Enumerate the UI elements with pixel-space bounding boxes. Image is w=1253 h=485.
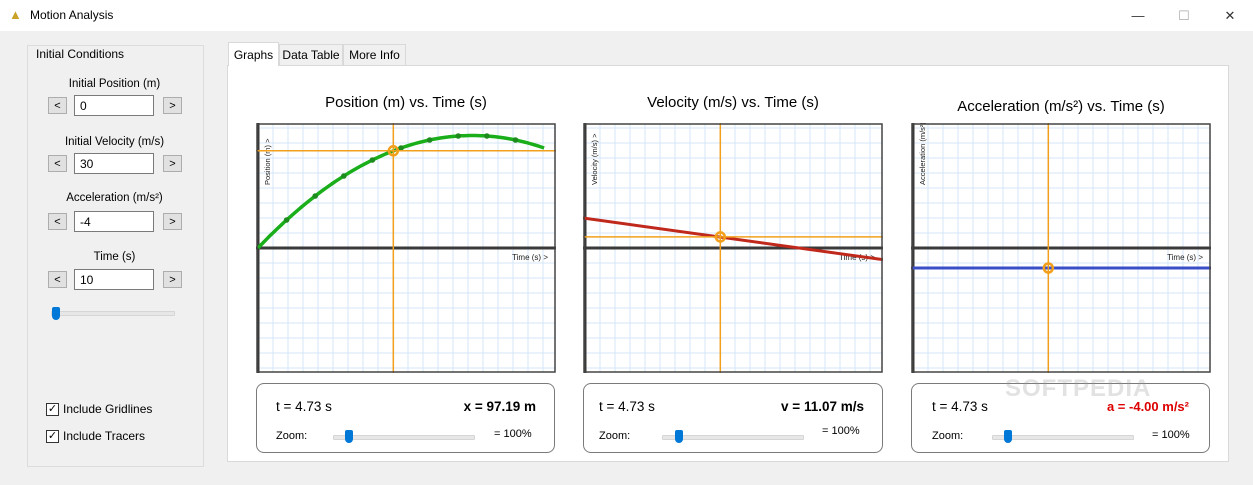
- acceleration-value-readout: a = -4.00 m/s²: [1106, 399, 1189, 414]
- position-graph-title: Position (m) vs. Time (s): [325, 94, 487, 111]
- maximize-button[interactable]: ☐: [1178, 7, 1190, 23]
- zoom-percent: = 100%: [494, 428, 532, 440]
- initial-velocity-decrement-button[interactable]: <: [48, 155, 67, 172]
- initial-position-label: Initial Position (m): [68, 78, 161, 90]
- zoom-percent: = 100%: [822, 425, 860, 437]
- tab-data-table[interactable]: Data Table: [279, 44, 343, 65]
- tracer-point: [312, 193, 319, 199]
- tracer-point: [369, 157, 376, 163]
- acceleration-zoom-slider-track[interactable]: [992, 435, 1134, 440]
- y-axis-label: Acceleration (m/s²) >: [918, 123, 927, 185]
- time-readout: t = 4.73 s: [599, 399, 655, 414]
- close-button[interactable]: ✕: [1224, 7, 1236, 23]
- velocity-zoom-slider-track[interactable]: [662, 435, 804, 440]
- acceleration-input[interactable]: [74, 211, 154, 232]
- time-decrement-button[interactable]: <: [48, 271, 67, 288]
- velocity-readout: t = 4.73 s v = 11.07 m/s Zoom: = 100%: [583, 383, 883, 453]
- tracer-point: [455, 133, 462, 139]
- initial-conditions-panel: [27, 45, 204, 467]
- time-readout: t = 4.73 s: [932, 399, 988, 414]
- time-slider-thumb[interactable]: [52, 307, 60, 320]
- initial-position-increment-button[interactable]: >: [163, 97, 182, 114]
- position-zoom-slider-track[interactable]: [333, 435, 475, 440]
- tab-more-info[interactable]: More Info: [343, 44, 406, 65]
- zoom-label: Zoom:: [599, 430, 631, 442]
- y-axis-label: Velocity (m/s) >: [590, 133, 599, 185]
- tracer-point: [512, 137, 519, 143]
- cursor-point: [387, 145, 400, 157]
- position-graph[interactable]: Position (m) > Time (s) >: [256, 123, 556, 373]
- include-tracers-label: Include Tracers: [63, 429, 146, 443]
- time-readout: t = 4.73 s: [276, 399, 332, 414]
- velocity-graph-title: Velocity (m/s) vs. Time (s): [647, 94, 819, 111]
- initial-velocity-increment-button[interactable]: >: [163, 155, 182, 172]
- include-gridlines-label: Include Gridlines: [63, 402, 153, 416]
- cursor-point: [714, 231, 727, 243]
- softpedia-watermark: SOFTPEDIA: [1005, 375, 1152, 402]
- acceleration-label: Acceleration (m/s²): [66, 192, 163, 204]
- acceleration-graph-title: Acceleration (m/s²) vs. Time (s): [957, 98, 1165, 115]
- include-tracers-checkbox[interactable]: ✓ Include Tracers: [46, 429, 145, 443]
- x-axis-label: Time (s) >: [1167, 253, 1203, 262]
- time-increment-button[interactable]: >: [163, 271, 182, 288]
- initial-velocity-label: Initial Velocity (m/s): [64, 136, 165, 148]
- initial-position-decrement-button[interactable]: <: [48, 97, 67, 114]
- title-bar: ▲ Motion Analysis — ☐ ✕: [0, 0, 1253, 31]
- tracers-check-icon[interactable]: ✓: [46, 429, 59, 443]
- zoom-percent: = 100%: [1152, 429, 1190, 441]
- tab-graphs[interactable]: Graphs: [228, 42, 279, 66]
- initial-velocity-input[interactable]: [74, 153, 154, 174]
- cursor-point: [1042, 262, 1055, 274]
- minimize-button[interactable]: —: [1131, 8, 1145, 23]
- acceleration-decrement-button[interactable]: <: [48, 213, 67, 230]
- velocity-line: [583, 216, 883, 262]
- include-gridlines-checkbox[interactable]: ✓ Include Gridlines: [46, 402, 152, 416]
- acceleration-zoom-slider-thumb[interactable]: [1004, 430, 1012, 443]
- graph-frame: [256, 123, 556, 373]
- position-zoom-slider-thumb[interactable]: [345, 430, 353, 443]
- velocity-zoom-slider-thumb[interactable]: [675, 430, 683, 443]
- acceleration-graph[interactable]: Acceleration (m/s²) > Time (s) >: [911, 123, 1211, 373]
- graph-frame: [583, 123, 883, 373]
- velocity-graph[interactable]: Velocity (m/s) > Time (s) >: [583, 123, 883, 373]
- tracer-point: [398, 145, 404, 151]
- acceleration-readout: t = 4.73 s a = -4.00 m/s² Zoom: = 100%: [911, 383, 1210, 453]
- position-curve: [256, 133, 545, 250]
- velocity-value-readout: v = 11.07 m/s: [781, 399, 864, 414]
- zoom-label: Zoom:: [932, 430, 964, 442]
- acceleration-increment-button[interactable]: >: [163, 213, 182, 230]
- tracer-point: [341, 173, 347, 179]
- zoom-label: Zoom:: [276, 430, 308, 442]
- y-axis-label: Position (m) >: [263, 138, 272, 185]
- app-icon: ▲: [9, 7, 22, 22]
- initial-conditions-title: Initial Conditions: [34, 47, 127, 61]
- initial-position-input[interactable]: [74, 95, 154, 116]
- gridlines-check-icon[interactable]: ✓: [46, 402, 59, 416]
- tracer-point: [484, 133, 490, 139]
- graph-frame: [911, 123, 1211, 373]
- tracer-point: [283, 217, 290, 223]
- window-title: Motion Analysis: [30, 8, 114, 22]
- x-axis-label: Time (s) >: [512, 253, 548, 262]
- time-input[interactable]: [74, 269, 154, 290]
- position-readout: t = 4.73 s x = 97.19 m Zoom: = 100%: [256, 383, 555, 453]
- time-slider-track[interactable]: [51, 311, 175, 316]
- time-label: Time (s): [93, 251, 136, 263]
- position-value-readout: x = 97.19 m: [463, 399, 536, 414]
- tracer-point: [426, 137, 433, 143]
